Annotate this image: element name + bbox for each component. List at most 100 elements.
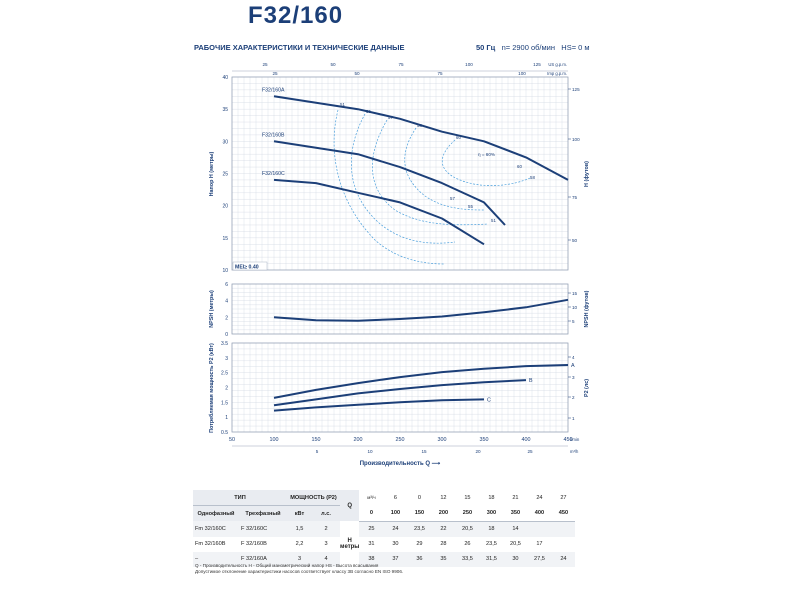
q-lmin-value: 100: [383, 505, 408, 522]
head-value: 27,5: [527, 551, 552, 567]
efficiency-label: 60: [456, 135, 461, 140]
series-label: C: [487, 397, 491, 403]
three-phase-model: F 32/160B: [241, 541, 267, 547]
head-value: [551, 521, 576, 537]
head-value: 23,5: [485, 541, 497, 547]
y2-tick-label: 75: [572, 195, 578, 200]
y-axis-title: Напор H (метры): [209, 151, 215, 196]
efficiency-isoline: [404, 127, 486, 211]
header-type: ТИП: [193, 490, 287, 506]
q-m3h-value: 12: [440, 494, 447, 501]
m3h-unit: m³/h: [570, 449, 579, 454]
usgpm-unit: US g.p.m.: [548, 62, 567, 67]
head-curve-F32/160A: [273, 95, 569, 181]
lmin-tick-label: 50: [229, 437, 235, 443]
head-value: 31: [368, 541, 375, 547]
head-value: 24: [383, 521, 408, 537]
efficiency-label: 55: [468, 204, 473, 209]
notes: Q - Производительность H - Общий маномет…: [195, 563, 403, 576]
y-tick-label: 20: [222, 204, 228, 210]
y-tick-label: 30: [222, 139, 228, 145]
three-phase-model: F 32/160C: [239, 521, 287, 537]
header-power: МОЩНОСТЬ (P2): [287, 490, 340, 506]
y2-axis-title: H (футов): [583, 161, 590, 187]
header-hp: л.с.: [312, 505, 340, 521]
efficiency-label: 55: [366, 109, 371, 114]
lmin-tick-label: 250: [396, 437, 405, 443]
header-single-phase: Однофазный: [193, 505, 239, 521]
y-tick-label: 2: [225, 386, 228, 392]
lmin-tick-label: 350: [480, 437, 489, 443]
head-value: 20,5: [455, 521, 480, 537]
q-m3h-value: 18: [488, 494, 495, 501]
head-value: [551, 537, 575, 552]
head-value: 24: [551, 551, 576, 567]
x-axis-title: Производительность Q ⟶: [360, 460, 441, 467]
y2-axis-title: NPSH (футов): [583, 290, 590, 327]
h-label: H метры: [340, 537, 360, 550]
power-curve-A: [273, 364, 569, 399]
efficiency-isoline: [351, 113, 456, 244]
head-value: 33,5: [455, 551, 480, 567]
note-line: Q - Производительность H - Общий маномет…: [195, 563, 379, 568]
head-curve-F32/160C: [273, 178, 485, 246]
efficiency-label: 51: [491, 218, 496, 223]
q-m3h-value: 21: [512, 494, 519, 501]
head-value: 14: [503, 521, 528, 537]
lmin-unit: l/min: [570, 437, 580, 442]
y2-tick-label: 1: [572, 416, 575, 421]
frequency: 50 Гц: [476, 43, 496, 52]
power-curve-B: [273, 379, 527, 407]
efficiency-label: 58: [417, 123, 422, 128]
q-label-cell: Q: [340, 490, 360, 521]
series-label: F32/160C: [262, 171, 285, 177]
mei-badge: [232, 261, 268, 271]
y-tick-label: 1: [225, 415, 228, 421]
y2-axis-title: P2 (лс): [584, 379, 590, 397]
m3h-tick-label: 25: [527, 449, 533, 454]
usgpm-tick-label: 75: [398, 62, 404, 67]
y-tick-label: 0: [225, 332, 228, 338]
head-value: 26: [464, 541, 471, 547]
series-label: A: [571, 363, 575, 369]
mei-label: MEI≥ 0.40: [235, 265, 259, 271]
usgpm-tick-label: 125: [533, 62, 541, 67]
lmin-tick-label: 450: [564, 437, 573, 443]
m3h-tick-label: 10: [367, 449, 373, 454]
y2-tick-label: 100: [572, 137, 580, 142]
y-tick-label: 6: [225, 282, 228, 288]
impgpm-unit: Imp g.p.m.: [547, 71, 567, 76]
table-row: Fm 32/160C F 32/160C 1,5 2 H метры 25 24 23,5 22…: [193, 521, 599, 550]
y-tick-label: 3.5: [221, 341, 228, 347]
y2-tick-label: 5: [572, 319, 575, 324]
series-label: F32/160A: [262, 87, 285, 93]
head-value: 38: [359, 551, 384, 567]
panel-frame: [231, 76, 569, 271]
efficiency-label: 58: [530, 175, 535, 180]
head-value: [527, 521, 552, 537]
y-tick-label: 2: [225, 315, 228, 321]
efficiency-label: 57: [388, 115, 393, 120]
q-lmin-value: 450: [551, 505, 576, 522]
q-lmin-value: 150: [407, 505, 432, 522]
lmin-tick-label: 200: [354, 437, 363, 443]
head-value: 17: [536, 541, 543, 547]
single-phase-model: Fm 32/160C: [193, 521, 239, 537]
head-value: 28: [440, 541, 447, 547]
table-row: – F 32/160A 3 4 38 37 36 35 33,5 31,5 30 27,5 24: [193, 551, 599, 567]
power-hp: 3: [324, 541, 328, 547]
y2-tick-label: 125: [572, 87, 580, 92]
npsh-curve: [273, 298, 569, 322]
suction-height: HS= 0 м: [561, 43, 590, 52]
y-tick-label: 2.5: [221, 371, 228, 377]
single-phase-model: Fm 32/160B: [195, 541, 226, 547]
speed: n= 2900 об/мин: [501, 43, 556, 52]
head-curve-F32/160B: [273, 140, 506, 226]
head-value: 37: [383, 551, 408, 567]
y-tick-label: 4: [225, 299, 228, 305]
operating-conditions: 50 Гц n= 2900 об/мин HS= 0 м: [476, 43, 590, 52]
head-value: 25: [359, 521, 384, 537]
y-tick-label: 0.5: [221, 430, 228, 436]
head-value: 20,5: [509, 541, 521, 547]
